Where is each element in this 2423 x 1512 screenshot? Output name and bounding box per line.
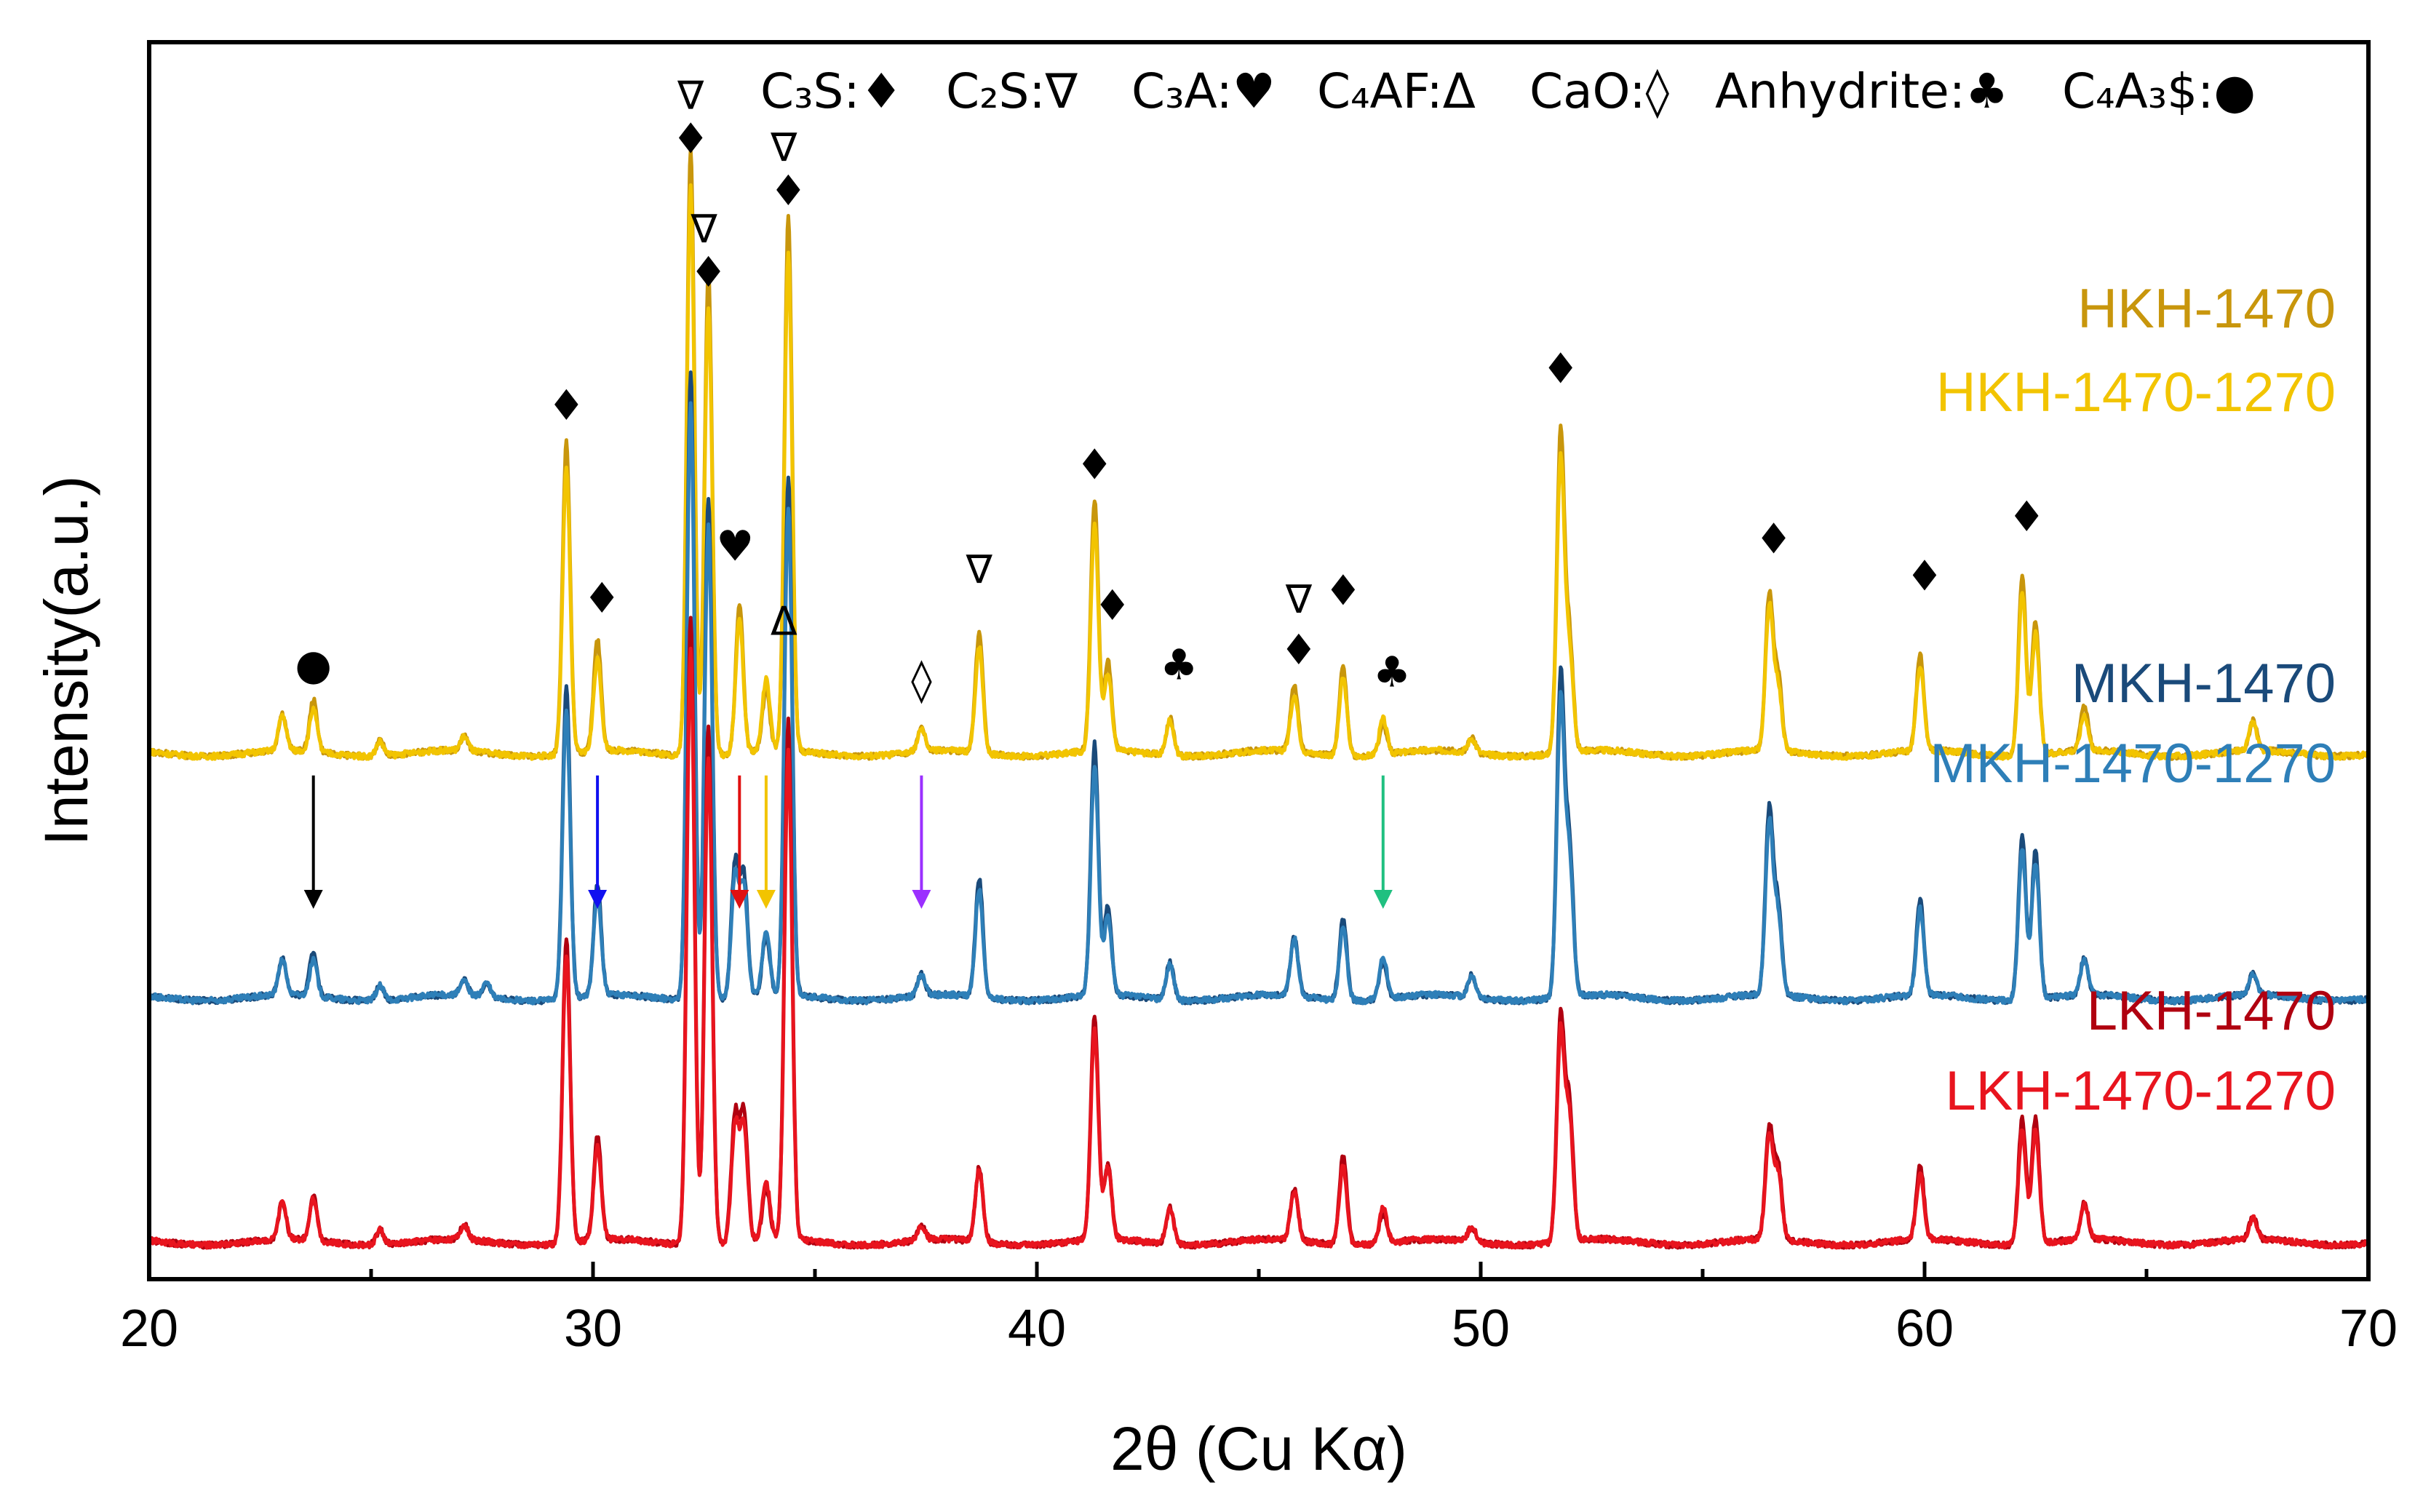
x-tick-label-60: 60 [1895, 1300, 1954, 1358]
phase-legend-1: C₂S:∇ [946, 63, 1078, 119]
peak-arrows [303, 775, 1393, 910]
arrow-head-4 [912, 890, 931, 910]
trace-lkh-1470 [147, 616, 2371, 1250]
trace-mkh-1470 [147, 370, 2370, 1006]
phase-marker-11: ◊ [911, 655, 932, 704]
x-tick-label-50: 50 [1452, 1300, 1510, 1358]
legend-mkh-1470-1270: MKH-1470-1270 [1930, 733, 2336, 795]
phase-marker-15: ♣ [1160, 640, 1198, 689]
arrow-head-3 [756, 890, 776, 910]
phase-marker-2: ♦ [583, 573, 621, 623]
phase-legend-3: C₄AF:Δ [1317, 63, 1476, 119]
phase-marker-3: ∇ [677, 73, 704, 119]
phase-marker-20: ♦ [1542, 343, 1580, 393]
y-axis-title: Intensity(a.u.) [32, 476, 100, 846]
x-tick-label-70: 70 [2339, 1300, 2398, 1358]
phase-legend-4: CaO:◊ [1529, 63, 1670, 119]
phase-marker-13: ♦ [1075, 440, 1113, 490]
x-tick-label-20: 20 [120, 1300, 178, 1358]
phase-marker-19: ♣ [1373, 648, 1411, 697]
phase-marker-9: ∇ [770, 124, 797, 170]
phase-marker-14: ♦ [1094, 581, 1131, 630]
phase-marker-23: ♦ [2008, 492, 2045, 541]
arrow-head-1 [588, 890, 608, 910]
phase-marker-16: ∇ [1285, 576, 1313, 622]
x-axis-title: 2θ (Cu Kα) [1110, 1414, 1407, 1483]
phase-legend-2: C₃A:♥ [1131, 63, 1276, 119]
phase-marker-0: ● [295, 640, 332, 689]
arrow-head-0 [303, 890, 323, 910]
phase-legend: C₃S:♦ C₂S:∇ C₃A:♥ C₄AF:Δ CaO:◊ Anhydrite:♣ C₄A… [760, 63, 2256, 119]
phase-marker-5: ∇ [690, 206, 717, 252]
phase-marker-17: ♦ [1280, 625, 1318, 675]
series-legend: HKH-1470 HKH-1470-1270 MKH-1470 MKH-1470-12… [1930, 278, 2336, 1122]
phase-legend-0: C₃S:♦ [760, 63, 903, 119]
legend-lkh-1470: LKH-1470 [2087, 980, 2336, 1042]
phase-marker-8: Δ [771, 598, 797, 644]
phase-legend-5: Anhydrite:♣ [1715, 63, 2008, 119]
phase-marker-4: ♦ [672, 114, 709, 164]
x-tick-label-40: 40 [1008, 1300, 1066, 1358]
trace-lkh-1470-1270 [147, 646, 2371, 1250]
x-axis-ticks: 20 30 40 50 60 70 [120, 1262, 2398, 1358]
phase-marker-12: ∇ [966, 546, 993, 592]
x-tick-label-30: 30 [564, 1300, 622, 1358]
arrow-head-2 [730, 890, 749, 910]
trace-hkh-1470 [148, 147, 2371, 761]
phase-marker-21: ♦ [1755, 514, 1793, 563]
trace-hkh-1470-1270 [148, 183, 2371, 761]
phase-marker-7: ♥ [716, 522, 754, 571]
legend-lkh-1470-1270: LKH-1470-1270 [1945, 1060, 2336, 1122]
arrow-head-5 [1373, 890, 1393, 910]
phase-marker-18: ♦ [1324, 566, 1362, 616]
legend-hkh-1470: HKH-1470 [2077, 278, 2336, 340]
phase-legend-6: C₄A₃$:● [2062, 63, 2256, 119]
phase-markers: ●♦♦∇♦∇♦♥Δ∇♦◊∇♦♦♣∇♦♦♣♦♦♦♦ [295, 73, 2045, 704]
legend-hkh-1470-1270: HKH-1470-1270 [1936, 362, 2336, 423]
phase-marker-22: ♦ [1906, 551, 1943, 600]
phase-marker-1: ♦ [547, 381, 585, 430]
phase-marker-6: ♦ [690, 247, 728, 297]
series-traces [147, 147, 2371, 1250]
legend-mkh-1470: MKH-1470 [2072, 653, 2336, 715]
phase-marker-10: ♦ [769, 166, 807, 215]
trace-mkh-1470-1270 [147, 401, 2370, 1006]
